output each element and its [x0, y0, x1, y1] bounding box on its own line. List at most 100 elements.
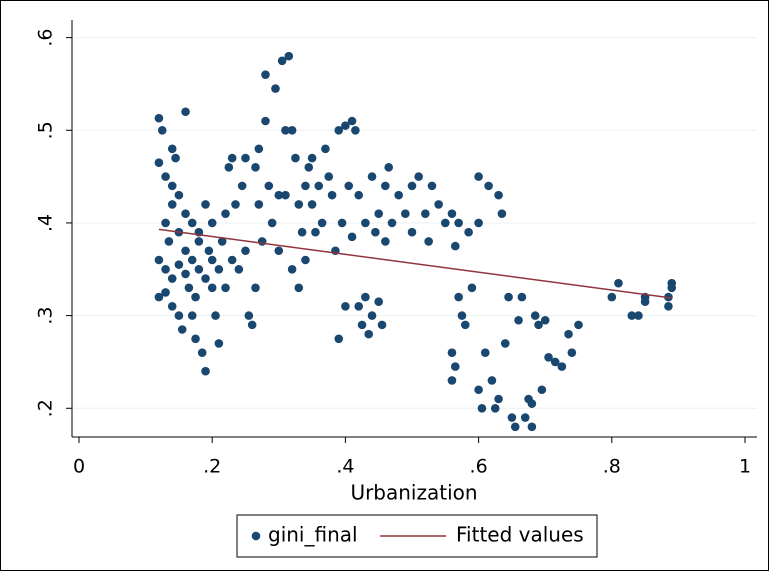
- point: [167, 302, 177, 311]
- point: [167, 274, 177, 283]
- point: [187, 311, 197, 320]
- point: [197, 348, 207, 357]
- point: [167, 200, 177, 209]
- point: [281, 125, 290, 135]
- point: [460, 320, 470, 330]
- point: [367, 172, 377, 181]
- fitted-line: [158, 228, 672, 299]
- point: [494, 394, 503, 404]
- point: [181, 246, 190, 256]
- point: [490, 403, 500, 413]
- y-tick-label: .5: [35, 121, 57, 139]
- point: [474, 172, 483, 181]
- point: [324, 172, 334, 181]
- point: [277, 56, 287, 66]
- legend-label: gini_final: [268, 523, 358, 547]
- point: [367, 311, 377, 320]
- point: [474, 385, 483, 395]
- point: [614, 278, 623, 288]
- point: [447, 376, 457, 385]
- point: [500, 339, 510, 348]
- point: [347, 116, 357, 126]
- x-tick-label: .2: [203, 456, 221, 478]
- point: [510, 422, 520, 432]
- point: [457, 311, 467, 320]
- point: [154, 255, 164, 265]
- point: [284, 51, 294, 61]
- point: [157, 125, 167, 135]
- point: [477, 403, 487, 413]
- point: [361, 292, 370, 302]
- y-tick-label: .3: [35, 307, 57, 325]
- point: [161, 172, 170, 181]
- point: [454, 218, 463, 228]
- point: [467, 283, 477, 293]
- point: [237, 181, 247, 191]
- point: [304, 163, 314, 172]
- point: [381, 237, 390, 246]
- point: [207, 283, 217, 293]
- point: [530, 311, 540, 320]
- point: [187, 255, 197, 265]
- point: [401, 209, 410, 218]
- point: [201, 366, 210, 376]
- point: [177, 325, 187, 334]
- point: [480, 348, 490, 357]
- point: [174, 190, 184, 200]
- point: [564, 329, 573, 339]
- point: [204, 246, 214, 256]
- point: [317, 218, 327, 228]
- point: [414, 172, 423, 181]
- point: [627, 311, 637, 320]
- point: [291, 153, 300, 163]
- point: [161, 218, 170, 228]
- point: [407, 181, 417, 191]
- point: [371, 227, 380, 237]
- point: [387, 218, 397, 228]
- point: [474, 218, 483, 228]
- point: [241, 246, 250, 256]
- point: [427, 181, 437, 191]
- point: [171, 153, 180, 163]
- point: [314, 181, 324, 191]
- point: [247, 320, 257, 330]
- point: [224, 163, 234, 172]
- point: [497, 209, 507, 218]
- point: [351, 125, 360, 135]
- point: [334, 125, 344, 135]
- point: [357, 320, 367, 330]
- point: [464, 227, 473, 237]
- point: [234, 264, 244, 274]
- point: [377, 320, 387, 330]
- point: [201, 274, 210, 283]
- x-tick-label: .6: [470, 456, 488, 478]
- point: [307, 200, 317, 209]
- point: [487, 376, 497, 385]
- x-tick-label: 0: [73, 456, 85, 478]
- point: [557, 362, 567, 371]
- point: [424, 237, 433, 246]
- point: [164, 237, 174, 246]
- point: [174, 260, 184, 269]
- point: [607, 292, 617, 302]
- point: [267, 218, 277, 228]
- point: [191, 334, 200, 344]
- point: [207, 255, 217, 265]
- point: [540, 315, 550, 325]
- point: [201, 200, 210, 209]
- point: [217, 237, 227, 246]
- point: [374, 297, 384, 307]
- point: [527, 422, 537, 432]
- point: [271, 84, 280, 93]
- point: [241, 153, 250, 163]
- point: [274, 246, 284, 256]
- point: [261, 70, 270, 79]
- point: [187, 218, 197, 228]
- point: [327, 190, 337, 200]
- y-tick-label: .2: [35, 399, 57, 417]
- x-tick-label: .4: [336, 456, 354, 478]
- point: [184, 283, 194, 293]
- y-tick-label: .4: [35, 214, 57, 232]
- point: [261, 116, 270, 126]
